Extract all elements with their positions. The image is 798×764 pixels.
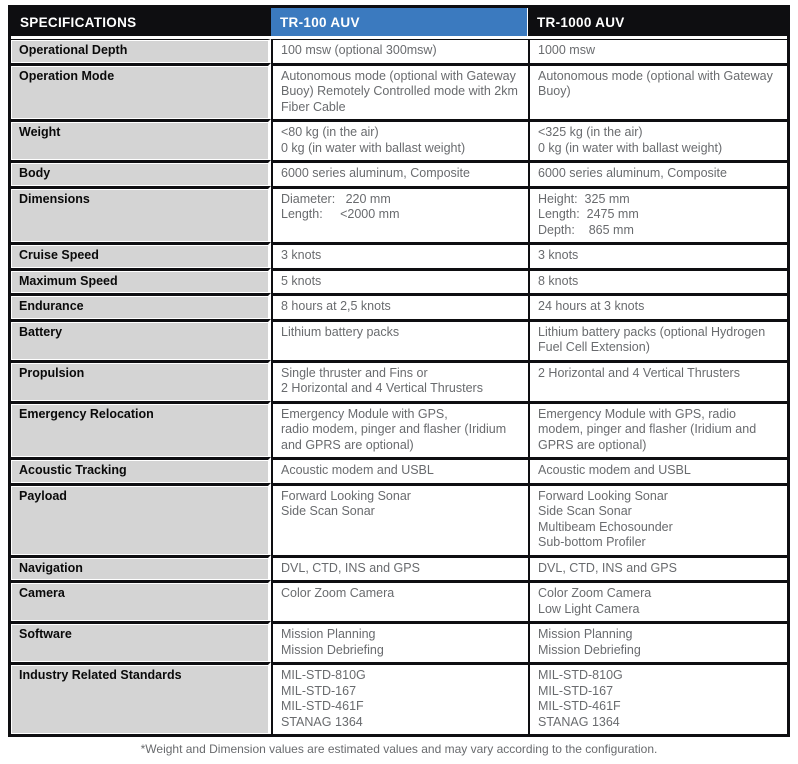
tr1000-value-cell: 8 knots <box>528 267 787 293</box>
spec-label-cell: Weight <box>11 119 271 160</box>
spec-row-propulsion: Propulsion Single thruster and Fins or 2… <box>11 359 787 401</box>
spec-label-cell: Propulsion <box>11 359 271 401</box>
footnote: *Weight and Dimension values are estimat… <box>140 742 658 756</box>
spec-row-payload: Payload Forward Looking Sonar Side Scan … <box>11 482 787 555</box>
spec-label-cell: Emergency Relocation <box>11 400 271 457</box>
spec-row-dimensions: Dimensions Diameter: 220 mm Length: <200… <box>11 185 787 242</box>
tr100-value-cell: 3 knots <box>271 242 528 268</box>
tr100-value-cell: Emergency Module with GPS, radio modem, … <box>271 400 528 457</box>
spec-label-cell: Maximum Speed <box>11 267 271 293</box>
spec-row-navigation: Navigation DVL, CTD, INS and GPS DVL, CT… <box>11 554 787 580</box>
spec-row-operation-mode: Operation Mode Autonomous mode (optional… <box>11 62 787 119</box>
spec-label-cell: Cruise Speed <box>11 242 271 268</box>
specifications-header-cell: SPECIFICATIONS <box>11 8 271 39</box>
tr100-header-cell: TR-100 AUV <box>271 8 528 39</box>
tr1000-value-cell: 2 Horizontal and 4 Vertical Thrusters <box>528 359 787 401</box>
tr1000-value-cell: <325 kg (in the air) 0 kg (in water with… <box>528 119 787 160</box>
tr1000-value-cell: 24 hours at 3 knots <box>528 293 787 319</box>
tr100-value-cell: Autonomous mode (optional with Gateway B… <box>271 62 528 119</box>
tr100-value-cell: MIL-STD-810G MIL-STD-167 MIL-STD-461F ST… <box>271 662 528 734</box>
tr1000-value-cell: Mission Planning Mission Debriefing <box>528 621 787 662</box>
spec-label-cell: Endurance <box>11 293 271 319</box>
tr1000-value-cell: 3 knots <box>528 242 787 268</box>
spec-label-cell: Body <box>11 160 271 186</box>
spec-label-cell: Navigation <box>11 554 271 580</box>
spec-label-cell: Payload <box>11 482 271 555</box>
spec-row-operational-depth: Operational Depth 100 msw (optional 300m… <box>11 39 787 63</box>
spec-row-industry-related-standards: Industry Related Standards MIL-STD-810G … <box>11 662 787 734</box>
spec-row-battery: Battery Lithium battery packs Lithium ba… <box>11 318 787 360</box>
spec-label-cell: Industry Related Standards <box>11 662 271 734</box>
spec-label-cell: Battery <box>11 318 271 360</box>
tr100-value-cell: Mission Planning Mission Debriefing <box>271 621 528 662</box>
tr100-value-cell: Diameter: 220 mm Length: <2000 mm <box>271 185 528 242</box>
tr100-value-cell: 6000 series aluminum, Composite <box>271 160 528 186</box>
tr1000-value-cell: Autonomous mode (optional with Gateway B… <box>528 62 787 119</box>
tr100-value-cell: 8 hours at 2,5 knots <box>271 293 528 319</box>
spec-row-endurance: Endurance 8 hours at 2,5 knots 24 hours … <box>11 293 787 319</box>
tr100-value-cell: 100 msw (optional 300msw) <box>271 39 528 63</box>
header-row: SPECIFICATIONS TR-100 AUV TR-1000 AUV <box>11 8 787 39</box>
spec-label-cell: Software <box>11 621 271 662</box>
tr100-value-cell: Lithium battery packs <box>271 318 528 360</box>
spec-label-cell: Camera <box>11 580 271 621</box>
spec-label-cell: Dimensions <box>11 185 271 242</box>
spec-row-software: Software Mission Planning Mission Debrie… <box>11 621 787 662</box>
tr1000-value-cell: Acoustic modem and USBL <box>528 457 787 483</box>
tr1000-value-cell: Forward Looking Sonar Side Scan Sonar Mu… <box>528 482 787 555</box>
spec-row-acoustic-tracking: Acoustic Tracking Acoustic modem and USB… <box>11 457 787 483</box>
tr1000-value-cell: MIL-STD-810G MIL-STD-167 MIL-STD-461F ST… <box>528 662 787 734</box>
tr100-value-cell: 5 knots <box>271 267 528 293</box>
spec-row-cruise-speed: Cruise Speed 3 knots 3 knots <box>11 242 787 268</box>
tr1000-value-cell: Height: 325 mm Length: 2475 mm Depth: 86… <box>528 185 787 242</box>
spec-label-cell: Operational Depth <box>11 39 271 63</box>
tr100-value-cell: Forward Looking Sonar Side Scan Sonar <box>271 482 528 555</box>
tr1000-value-cell: Lithium battery packs (optional Hydrogen… <box>528 318 787 360</box>
tr1000-value-cell: 6000 series aluminum, Composite <box>528 160 787 186</box>
tr100-value-cell: DVL, CTD, INS and GPS <box>271 554 528 580</box>
spec-label-cell: Operation Mode <box>11 62 271 119</box>
tr100-value-cell: Color Zoom Camera <box>271 580 528 621</box>
tr1000-header-cell: TR-1000 AUV <box>528 8 787 39</box>
spec-row-emergency-relocation: Emergency Relocation Emergency Module wi… <box>11 400 787 457</box>
specifications-table: SPECIFICATIONS TR-100 AUV TR-1000 AUV Op… <box>8 5 790 737</box>
spec-row-weight: Weight <80 kg (in the air) 0 kg (in wate… <box>11 119 787 160</box>
spec-row-body: Body 6000 series aluminum, Composite 600… <box>11 160 787 186</box>
tr1000-value-cell: Color Zoom Camera Low Light Camera <box>528 580 787 621</box>
tr1000-value-cell: DVL, CTD, INS and GPS <box>528 554 787 580</box>
tr1000-value-cell: Emergency Module with GPS, radio modem, … <box>528 400 787 457</box>
spec-label-cell: Acoustic Tracking <box>11 457 271 483</box>
spec-row-maximum-speed: Maximum Speed 5 knots 8 knots <box>11 267 787 293</box>
tr100-value-cell: <80 kg (in the air) 0 kg (in water with … <box>271 119 528 160</box>
tr1000-value-cell: 1000 msw <box>528 39 787 63</box>
tr100-value-cell: Acoustic modem and USBL <box>271 457 528 483</box>
tr100-value-cell: Single thruster and Fins or 2 Horizontal… <box>271 359 528 401</box>
spec-row-camera: Camera Color Zoom Camera Color Zoom Came… <box>11 580 787 621</box>
